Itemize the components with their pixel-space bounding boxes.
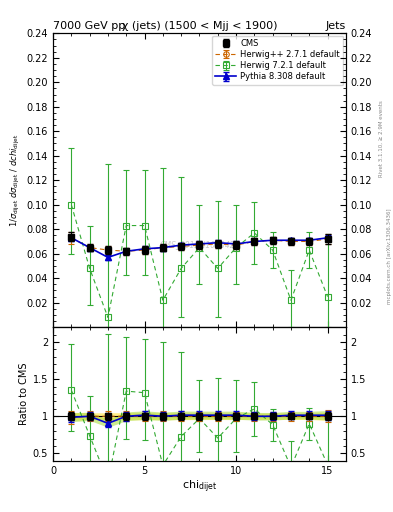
Text: 7000 GeV pp: 7000 GeV pp	[53, 20, 125, 31]
Title: χ (jets) (1500 < Mjj < 1900): χ (jets) (1500 < Mjj < 1900)	[122, 21, 277, 31]
Y-axis label: $1/\sigma_{\rm dijet}\ d\sigma_{\rm dijet}\ /\ dchi_{\rm dijet}$: $1/\sigma_{\rm dijet}\ d\sigma_{\rm dije…	[9, 134, 22, 227]
X-axis label: chi$_{\rm dijet}$: chi$_{\rm dijet}$	[182, 478, 217, 495]
Legend: CMS, Herwig++ 2.7.1 default, Herwig 7.2.1 default, Pythia 8.308 default: CMS, Herwig++ 2.7.1 default, Herwig 7.2.…	[212, 36, 343, 84]
Text: CMS_2012_I1090423: CMS_2012_I1090423	[159, 241, 240, 249]
Text: mcplots.cern.ch [arXiv:1306.3436]: mcplots.cern.ch [arXiv:1306.3436]	[387, 208, 391, 304]
Y-axis label: Ratio to CMS: Ratio to CMS	[18, 362, 29, 425]
Text: Jets: Jets	[325, 20, 346, 31]
Text: Rivet 3.1.10, ≥ 2.9M events: Rivet 3.1.10, ≥ 2.9M events	[379, 100, 384, 177]
